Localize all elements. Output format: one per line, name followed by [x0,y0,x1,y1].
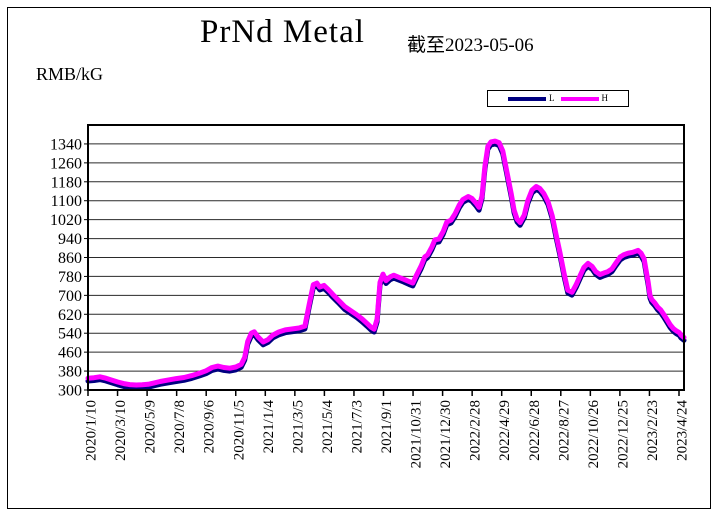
x-axis-label: 2022/10/26 [586,400,602,469]
legend-item-l: L [508,94,555,103]
legend-line-swatch-h [560,96,599,101]
x-axis-label: 2021/10/31 [409,400,425,468]
x-axis-label: 2021/3/5 [290,400,306,453]
legend-item-h: H [560,93,609,103]
x-axis-label: 2021/7/3 [349,400,365,453]
legend: L H [487,90,629,107]
x-axis-label: 2021/1/4 [261,400,277,454]
y-axis-label: 620 [58,307,82,324]
legend-label-l: L [549,93,555,103]
y-axis-unit-label: RMB/kG [36,64,104,84]
legend-label-h: H [601,93,609,103]
x-axis-label: 2023/4/24 [675,400,691,461]
x-axis-label: 2022/6/28 [527,400,543,461]
y-axis-label: 1180 [51,174,82,191]
x-axis-label: 2022/2/28 [468,400,484,461]
x-axis-label: 2022/8/27 [556,400,572,461]
y-axis-label: 1260 [50,155,82,172]
y-axis-label: 460 [58,345,82,362]
x-axis-label: 2020/5/9 [143,400,159,453]
x-axis-label: 2021/5/4 [320,400,336,454]
x-axis-label: 2021/12/30 [438,400,454,468]
x-axis-label: 2020/11/5 [231,400,247,460]
x-axis-label: 2020/7/8 [172,400,188,453]
x-axis-label: 2021/9/1 [379,400,395,453]
y-axis-label: 540 [58,326,82,343]
y-axis-label: 1100 [51,193,82,210]
x-axis-label: 2023/2/23 [645,400,661,461]
y-axis-label: 860 [58,250,82,267]
x-axis-label: 2020/1/10 [84,400,100,461]
y-axis-label: 780 [58,269,82,286]
series-line-h [85,138,687,388]
x-axis-label: 2022/12/25 [615,400,631,468]
legend-line-swatch-l [508,96,546,101]
y-axis-label: 380 [58,364,82,381]
y-axis-label: 700 [58,288,82,305]
x-axis-label: 2020/9/6 [202,400,218,454]
y-axis-label: 1020 [50,212,82,229]
y-axis-label: 300 [58,383,82,400]
x-axis-label: 2020/3/10 [113,400,129,461]
plot-border [87,124,685,391]
x-axis-label: 2022/4/29 [497,400,513,461]
page-border [7,7,711,509]
y-axis-label: 1340 [50,136,82,153]
y-axis-label: 940 [58,231,82,248]
